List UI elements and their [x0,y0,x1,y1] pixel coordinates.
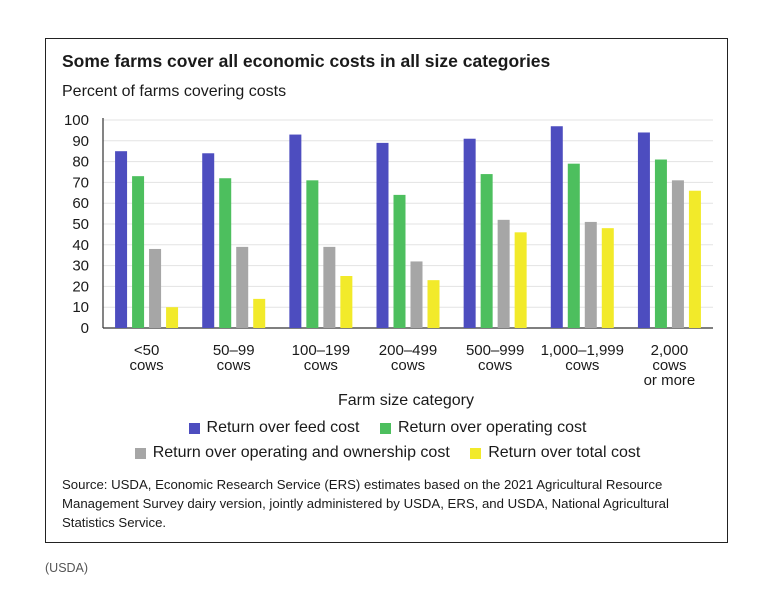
x-tick-label: 2,000 [651,342,689,359]
bar [688,190,701,328]
bar [567,163,580,328]
legend-swatch [470,447,482,459]
x-tick-label: cows [304,357,338,374]
bar [323,246,336,328]
legend-swatch [188,422,200,434]
legend-item: Return over operating cost [379,419,587,437]
y-tick-label: 70 [72,174,89,191]
bar [463,138,476,328]
x-tick-label: 500–999 [466,342,524,359]
bar [637,132,650,328]
bar [149,248,162,328]
bar [236,246,249,328]
bar [132,176,145,328]
x-tick-label: 200–499 [379,342,437,359]
bar [427,280,440,328]
legend-label: Return over total cost [488,444,641,461]
y-tick-label: 80 [72,154,89,171]
bar [115,151,128,328]
y-tick-label: 0 [81,320,89,337]
y-tick-label: 50 [72,216,89,233]
y-tick-label: 10 [72,299,89,316]
legend-label: Return over feed cost [206,419,360,436]
x-tick-label: 100–199 [292,342,350,359]
bar [514,232,527,328]
legend-label: Return over operating and ownership cost [152,444,450,461]
legend-item: Return over feed cost [188,419,360,437]
x-tick-label: cows [652,357,686,374]
bar [480,174,493,328]
legend-swatch [134,447,146,459]
x-tick-label: cows [129,357,163,374]
chart-figure: Some farms cover all economic costs in a… [45,38,728,543]
bar [340,276,353,328]
y-tick-label: 100 [64,112,89,129]
bar [306,180,319,328]
x-tick-label: cows [217,357,251,374]
legend-swatch [379,422,391,434]
x-tick-label: cows [565,357,599,374]
bar [671,180,684,328]
legend-row-1: Return over feed cost Return over operat… [46,419,729,439]
bar [166,307,179,328]
x-tick-label: 1,000–1,999 [541,342,624,359]
x-tick-label: or more [644,372,696,389]
bar [410,261,423,328]
bar [497,219,510,328]
bar [654,159,667,328]
bar [584,221,597,328]
y-axis-label: Percent of farms covering costs [62,83,287,100]
x-tick-label: <50 [134,342,159,359]
source-note: Source: USDA, Economic Research Service … [62,477,669,530]
legend-row-2: Return over operating and ownership cost… [46,444,729,464]
y-tick-label: 30 [72,258,89,275]
bar [253,298,266,328]
legend-label: Return over operating cost [397,419,587,436]
x-axis-title: Farm size category [338,392,474,409]
y-tick-label: 60 [72,195,89,212]
bar-chart: 0102030405060708090100<50cows50–99cows10… [64,112,713,409]
bar [289,134,302,328]
y-tick-label: 40 [72,237,89,254]
x-tick-label: cows [478,357,512,374]
bar [202,153,215,328]
image-credit: (USDA) [45,561,89,575]
bar [376,142,389,328]
legend-item: Return over total cost [470,444,640,462]
chart-title: Some farms cover all economic costs in a… [62,51,551,71]
bar [393,194,406,328]
legend-item: Return over operating and ownership cost [134,444,450,462]
bar [550,126,563,329]
bar [219,178,232,328]
y-tick-label: 20 [72,278,89,295]
y-tick-label: 90 [72,133,89,150]
bar [601,228,614,328]
x-tick-label: 50–99 [213,342,255,359]
x-tick-label: cows [391,357,425,374]
